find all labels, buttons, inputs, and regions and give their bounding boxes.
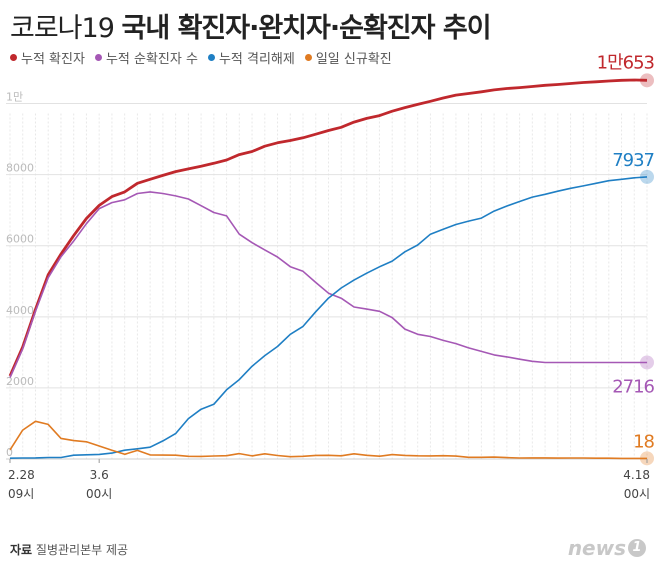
end-markers: 1만653 2716 7937 18 bbox=[597, 52, 656, 466]
chart-title: 코로나19 국내 확진자·완치자·순확진자 추이 bbox=[10, 6, 492, 45]
legend-dot-daily bbox=[304, 54, 312, 61]
y-axis-ticks: 0 2000 4000 6000 8000 1만 bbox=[6, 91, 34, 459]
x-time-label: 00시 bbox=[86, 487, 112, 501]
x-date-label: 2.28 bbox=[8, 468, 35, 482]
end-marker bbox=[640, 451, 654, 466]
legend-dot-confirmed bbox=[10, 54, 17, 61]
y-tick-label: 0 bbox=[6, 446, 13, 459]
end-label-released: 7937 bbox=[612, 150, 654, 171]
line-daily bbox=[9, 420, 647, 460]
legend-label-daily: 일일 신규확진 bbox=[315, 52, 392, 67]
source-label: 자료 bbox=[10, 543, 33, 557]
end-label-confirmed: 1만653 bbox=[597, 52, 655, 73]
legend-dot-released bbox=[207, 54, 215, 61]
x-time-label: 00시 bbox=[624, 487, 650, 501]
source-note: 자료 질병관리본부 제공 bbox=[10, 541, 128, 558]
legend: 누적 확진자 누적 순확진자 수 누적 격리해제 일일 신규확진 bbox=[10, 48, 392, 67]
x-time-label: 09시 bbox=[8, 487, 34, 501]
logo-badge: 1 bbox=[628, 539, 646, 557]
legend-item-daily: 일일 신규확진 bbox=[304, 48, 392, 67]
vertical-gridlines bbox=[9, 113, 648, 459]
end-marker bbox=[640, 169, 654, 184]
legend-label-confirmed: 누적 확진자 bbox=[21, 52, 85, 67]
legend-item-confirmed: 누적 확진자 bbox=[10, 48, 85, 67]
series-lines bbox=[8, 78, 648, 460]
end-marker bbox=[640, 355, 654, 370]
legend-label-released: 누적 격리해제 bbox=[218, 52, 295, 67]
title-light: 코로나19 bbox=[10, 13, 115, 44]
legend-item-active: 누적 순확진자 수 bbox=[94, 48, 198, 67]
legend-item-released: 누적 격리해제 bbox=[207, 48, 295, 67]
y-tick-label: 6000 bbox=[6, 233, 34, 246]
line-confirmed bbox=[8, 78, 648, 377]
y-tick-label: 4000 bbox=[6, 304, 34, 317]
news1-logo: news 1 bbox=[568, 536, 646, 560]
end-marker bbox=[640, 73, 654, 88]
end-label-daily: 18 bbox=[633, 431, 654, 452]
legend-dot-active bbox=[94, 54, 102, 61]
x-date-label: 3.6 bbox=[90, 468, 109, 482]
horizontal-gridlines bbox=[6, 103, 647, 460]
legend-label-active: 누적 순확진자 수 bbox=[105, 52, 198, 67]
y-tick-label: 1만 bbox=[6, 91, 23, 104]
line-active bbox=[9, 191, 647, 378]
y-tick-label: 8000 bbox=[6, 162, 34, 175]
logo-text: news bbox=[567, 536, 626, 560]
end-label-active: 2716 bbox=[612, 376, 654, 397]
title-bold: 국내 확진자·완치자·순확진자 추이 bbox=[121, 13, 491, 44]
y-tick-label: 2000 bbox=[6, 375, 34, 388]
source-value: 질병관리본부 제공 bbox=[35, 543, 129, 557]
x-axis-labels: 2.28 09시 3.6 00시 4.18 00시 bbox=[8, 459, 650, 501]
x-date-label: 4.18 bbox=[623, 468, 650, 482]
